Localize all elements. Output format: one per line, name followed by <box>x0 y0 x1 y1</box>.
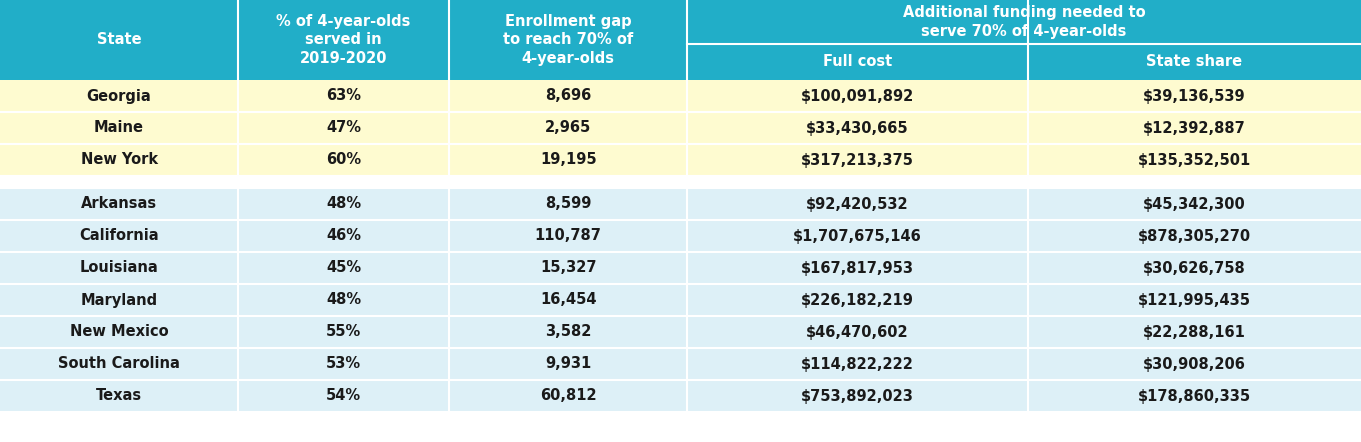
Text: Arkansas: Arkansas <box>82 197 157 212</box>
Text: 55%: 55% <box>327 324 361 339</box>
Text: $46,470,602: $46,470,602 <box>806 324 909 339</box>
Text: $121,995,435: $121,995,435 <box>1138 293 1251 308</box>
Bar <box>0 220 1361 252</box>
Bar <box>0 252 1361 284</box>
Text: $33,430,665: $33,430,665 <box>806 121 909 136</box>
Text: Additional funding needed to
serve 70% of 4-year-olds: Additional funding needed to serve 70% o… <box>902 5 1146 39</box>
Text: $114,822,222: $114,822,222 <box>802 357 913 371</box>
Text: New Mexico: New Mexico <box>69 324 169 339</box>
Text: New York: New York <box>80 152 158 168</box>
Text: 19,195: 19,195 <box>540 152 596 168</box>
Bar <box>0 0 1361 80</box>
Text: Maine: Maine <box>94 121 144 136</box>
Text: $100,091,892: $100,091,892 <box>800 88 915 103</box>
Text: $167,817,953: $167,817,953 <box>800 260 915 275</box>
Text: 60,812: 60,812 <box>540 389 596 404</box>
Text: Maryland: Maryland <box>80 293 158 308</box>
Bar <box>0 188 1361 220</box>
Text: 48%: 48% <box>327 197 361 212</box>
Text: $22,288,161: $22,288,161 <box>1143 324 1245 339</box>
Text: $178,860,335: $178,860,335 <box>1138 389 1251 404</box>
Text: $92,420,532: $92,420,532 <box>806 197 909 212</box>
Text: Texas: Texas <box>97 389 142 404</box>
Text: $753,892,023: $753,892,023 <box>802 389 913 404</box>
Bar <box>0 348 1361 380</box>
Text: 46%: 46% <box>327 229 361 244</box>
Text: $39,136,539: $39,136,539 <box>1143 88 1245 103</box>
Text: 3,582: 3,582 <box>544 324 592 339</box>
Text: $317,213,375: $317,213,375 <box>802 152 913 168</box>
Text: 16,454: 16,454 <box>540 293 596 308</box>
Text: $12,392,887: $12,392,887 <box>1143 121 1245 136</box>
Text: 60%: 60% <box>327 152 361 168</box>
Text: 8,599: 8,599 <box>544 197 592 212</box>
Text: $226,182,219: $226,182,219 <box>802 293 913 308</box>
Text: State share: State share <box>1146 54 1243 69</box>
Text: 54%: 54% <box>327 389 361 404</box>
Text: 9,931: 9,931 <box>546 357 591 371</box>
Bar <box>0 316 1361 348</box>
Text: Full cost: Full cost <box>823 54 891 69</box>
Text: Louisiana: Louisiana <box>80 260 158 275</box>
Text: $45,342,300: $45,342,300 <box>1143 197 1245 212</box>
Bar <box>0 380 1361 412</box>
Text: $878,305,270: $878,305,270 <box>1138 229 1251 244</box>
Text: 63%: 63% <box>327 88 361 103</box>
Text: Enrollment gap
to reach 70% of
4-year-olds: Enrollment gap to reach 70% of 4-year-ol… <box>504 14 633 66</box>
Text: South Carolina: South Carolina <box>59 357 180 371</box>
Text: California: California <box>79 229 159 244</box>
Bar <box>0 176 1361 188</box>
Text: $30,626,758: $30,626,758 <box>1143 260 1245 275</box>
Text: 2,965: 2,965 <box>546 121 591 136</box>
Bar <box>0 112 1361 144</box>
Bar <box>0 80 1361 112</box>
Text: $1,707,675,146: $1,707,675,146 <box>793 229 921 244</box>
Text: % of 4-year-olds
served in
2019-2020: % of 4-year-olds served in 2019-2020 <box>276 14 411 66</box>
Text: $135,352,501: $135,352,501 <box>1138 152 1251 168</box>
Text: 8,696: 8,696 <box>546 88 591 103</box>
Bar <box>0 144 1361 176</box>
Text: 45%: 45% <box>327 260 361 275</box>
Text: 47%: 47% <box>327 121 361 136</box>
Text: $30,908,206: $30,908,206 <box>1143 357 1245 371</box>
Text: State: State <box>97 33 142 47</box>
Bar <box>0 284 1361 316</box>
Text: 110,787: 110,787 <box>535 229 602 244</box>
Text: 53%: 53% <box>327 357 361 371</box>
Text: 15,327: 15,327 <box>540 260 596 275</box>
Text: Georgia: Georgia <box>87 88 151 103</box>
Text: 48%: 48% <box>327 293 361 308</box>
